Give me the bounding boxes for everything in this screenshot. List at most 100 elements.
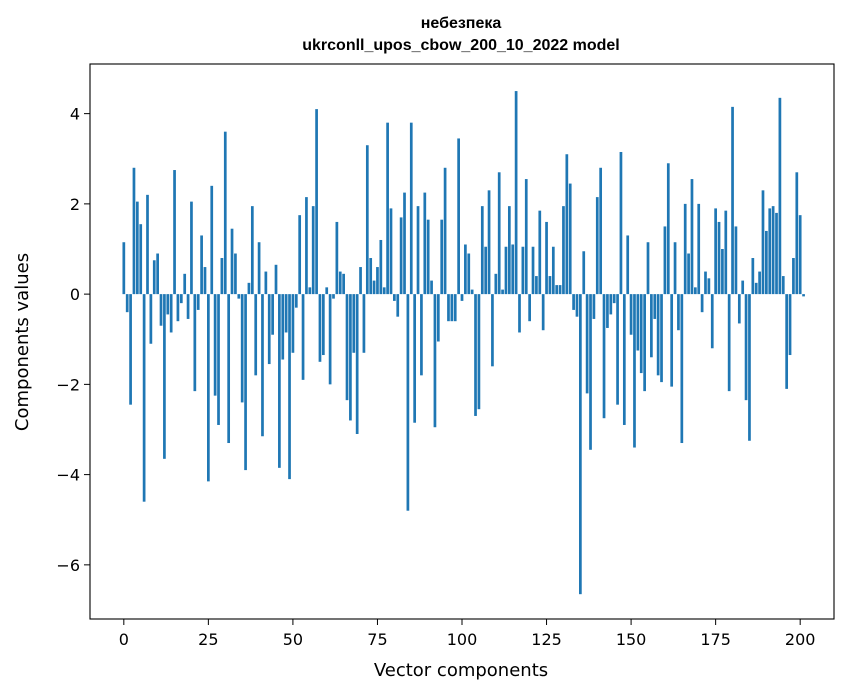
- bar-182: [737, 294, 741, 324]
- bar-3: [132, 167, 136, 295]
- bar-57: [315, 109, 318, 295]
- bar-59: [321, 294, 325, 356]
- bar-120: [528, 294, 531, 322]
- x-tick-label: 0: [119, 630, 129, 649]
- bar-16: [176, 294, 180, 322]
- y-tick-label: 0: [70, 285, 80, 304]
- x-axis-ticks: 0 25 50 75 100 125 150 175 200: [119, 619, 815, 649]
- bar-49: [288, 294, 291, 480]
- bar-67: [349, 294, 352, 421]
- bar-58: [318, 294, 322, 362]
- bar-105: [477, 294, 481, 410]
- bar-101: [464, 244, 467, 295]
- bar-21: [193, 294, 197, 392]
- y-tick-label: 2: [70, 195, 80, 214]
- bar-84: [406, 294, 410, 511]
- bar-141: [599, 167, 603, 295]
- bar-194: [778, 97, 782, 295]
- bar-98: [453, 294, 457, 322]
- bar-69: [355, 294, 359, 434]
- bar-143: [606, 294, 609, 328]
- bar-168: [690, 179, 694, 295]
- bar-146: [616, 294, 619, 405]
- bar-114: [507, 206, 511, 295]
- bar-29: [220, 258, 224, 295]
- bar-189: [761, 190, 765, 295]
- bar-45: [274, 264, 278, 295]
- bar-15: [173, 170, 176, 295]
- bar-159: [660, 294, 663, 383]
- bar-190: [765, 230, 768, 295]
- bar-173: [707, 278, 711, 295]
- bar-89: [423, 192, 427, 295]
- bar-155: [646, 242, 650, 295]
- bar-113: [504, 246, 508, 295]
- y-axis-label: Components values: [12, 253, 33, 431]
- bar-186: [751, 258, 755, 295]
- y-tick-label: −6: [56, 556, 80, 575]
- bar-199: [795, 172, 799, 295]
- bar-150: [629, 294, 633, 335]
- bar-196: [785, 294, 789, 389]
- bar-47: [281, 294, 285, 360]
- chart-subtitle: ukrconll_upos_cbow_200_10_2022 model: [302, 37, 619, 54]
- bar-32: [230, 228, 234, 295]
- bar-180: [731, 106, 734, 295]
- bar-177: [721, 249, 724, 295]
- bar-90: [426, 219, 430, 295]
- bar-95: [443, 167, 447, 295]
- bar-56: [311, 206, 315, 295]
- bar-60: [325, 287, 329, 295]
- bar-124: [541, 294, 545, 331]
- x-tick-label: 125: [531, 630, 562, 649]
- bar-74: [372, 280, 376, 295]
- bar-139: [592, 294, 596, 319]
- bar-100: [460, 294, 464, 301]
- bar-137: [585, 294, 589, 394]
- bar-51: [294, 294, 298, 308]
- bar-62: [332, 294, 335, 299]
- bar-1: [125, 294, 129, 313]
- bar-157: [653, 294, 657, 319]
- bar-87: [416, 206, 420, 295]
- bar-201: [802, 294, 805, 297]
- bar-25: [207, 294, 210, 482]
- bar-198: [792, 258, 795, 295]
- x-tick-label: 175: [700, 630, 731, 649]
- bar-76: [379, 239, 383, 295]
- bar-117: [518, 294, 521, 333]
- bar-86: [413, 294, 417, 423]
- bar-70: [359, 267, 362, 295]
- bar-92: [433, 294, 437, 428]
- bar-107: [484, 246, 488, 295]
- bar-138: [589, 294, 592, 450]
- bar-28: [217, 294, 220, 425]
- y-axis-ticks: −6 −4 −2 0 2 4: [56, 105, 90, 575]
- bar-27: [213, 294, 217, 396]
- bar-73: [369, 258, 373, 295]
- bar-176: [717, 221, 721, 295]
- bar-30: [223, 131, 227, 295]
- bar-161: [666, 163, 670, 295]
- bar-145: [612, 294, 616, 304]
- bar-172: [704, 271, 707, 295]
- y-tick-label: −2: [56, 375, 80, 394]
- x-tick-label: 100: [447, 630, 478, 649]
- bar-80: [393, 294, 396, 301]
- bar-132: [568, 183, 572, 295]
- bar-0: [122, 242, 126, 295]
- bar-136: [582, 251, 586, 295]
- x-tick-label: 75: [367, 630, 387, 649]
- bar-193: [775, 212, 778, 295]
- bar-195: [781, 276, 785, 295]
- bar-99: [457, 138, 460, 295]
- bar-52: [298, 215, 302, 295]
- bar-126: [548, 276, 552, 295]
- bar-20: [190, 201, 193, 295]
- bar-46: [278, 294, 281, 468]
- bar-164: [677, 294, 680, 331]
- bar-184: [744, 294, 748, 401]
- bar-185: [748, 294, 751, 441]
- bar-85: [409, 122, 413, 295]
- bar-75: [376, 267, 379, 295]
